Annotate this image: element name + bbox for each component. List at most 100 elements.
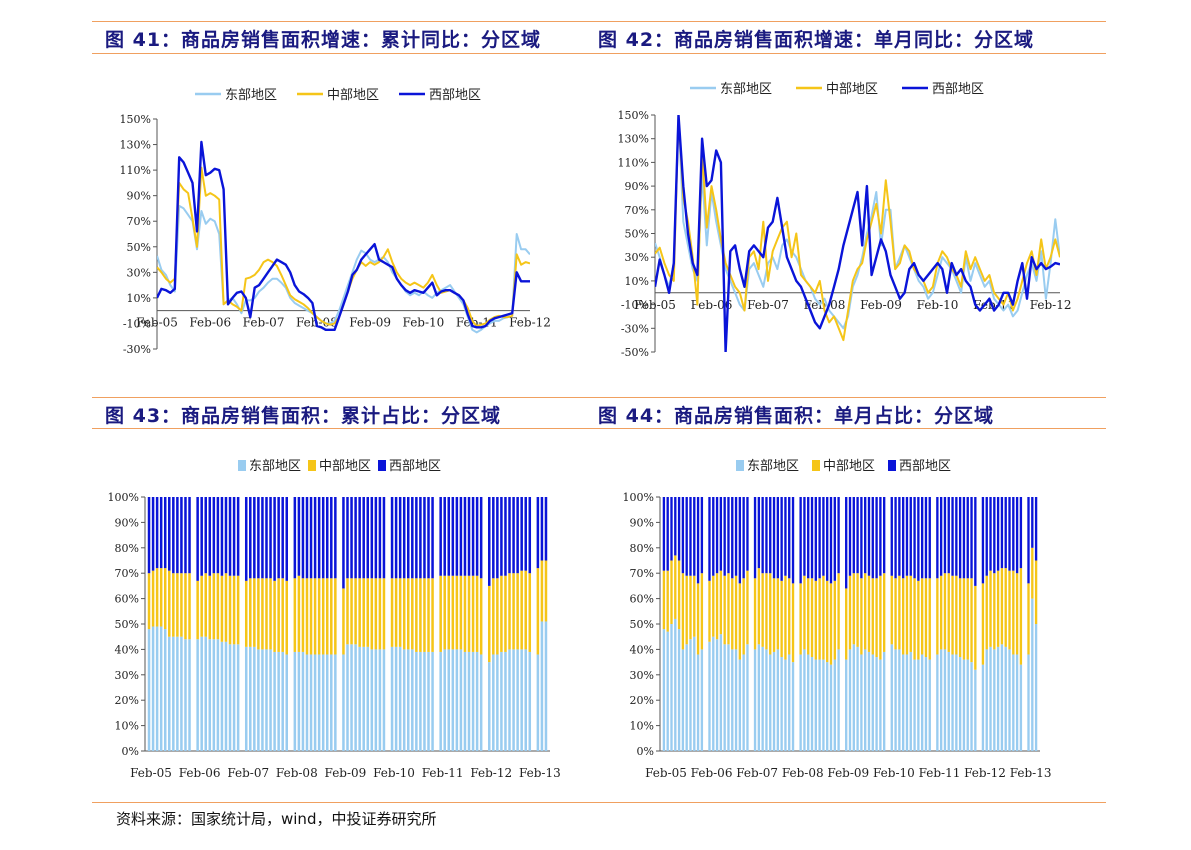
- bar-segment: [845, 497, 848, 589]
- bar-segment: [184, 573, 187, 640]
- y-tick-label: 10%: [127, 292, 151, 305]
- bar-segment: [512, 649, 515, 751]
- bar-segment: [155, 568, 159, 627]
- bar-segment: [374, 497, 378, 579]
- bar-segment: [769, 497, 772, 574]
- bar-segment: [757, 568, 761, 645]
- bar-segment: [1012, 570, 1015, 655]
- bar-segment: [776, 578, 780, 650]
- bar-segment: [677, 629, 681, 751]
- bar-segment: [402, 649, 406, 751]
- bar-segment: [317, 497, 321, 579]
- legend-swatch: [736, 460, 744, 471]
- bar-segment: [273, 651, 276, 751]
- bar-segment: [168, 570, 171, 637]
- bar-segment: [848, 575, 852, 650]
- bar-segment: [848, 497, 852, 576]
- bar-segment: [504, 651, 507, 751]
- bar-segment: [220, 641, 224, 751]
- bar-segment: [681, 573, 685, 650]
- bar-segment: [224, 497, 228, 574]
- y-tick-label: -10%: [621, 299, 649, 312]
- bar-segment: [712, 497, 715, 576]
- bar-segment: [378, 578, 382, 650]
- bar-segment: [867, 575, 871, 652]
- bar-segment: [325, 497, 329, 579]
- bar-segment: [746, 497, 749, 571]
- bar-segment: [423, 651, 426, 751]
- bar-segment: [1000, 568, 1004, 645]
- bar-segment: [492, 654, 495, 751]
- bar-segment: [524, 497, 527, 571]
- bar-segment: [155, 626, 159, 751]
- bar-segment: [981, 583, 985, 665]
- bar-segment: [799, 583, 802, 655]
- bar-segment: [1012, 497, 1015, 571]
- y-tick-label: 20%: [115, 694, 139, 707]
- bar-segment: [890, 644, 893, 751]
- bar-segment: [1004, 568, 1007, 647]
- bar-segment: [362, 578, 365, 647]
- bar-segment: [394, 646, 398, 751]
- bar-segment: [431, 497, 434, 579]
- series-line: [157, 140, 530, 332]
- bar-segment: [708, 497, 711, 581]
- bar-segment: [757, 644, 761, 751]
- bar-segment: [366, 578, 370, 647]
- bar-segment: [325, 654, 329, 751]
- bar-segment: [738, 583, 742, 660]
- bar-segment: [204, 573, 207, 637]
- legend-label: 中部地区: [826, 82, 878, 97]
- bar-segment: [1015, 497, 1019, 574]
- bar-segment: [151, 570, 155, 627]
- bar-segment: [920, 578, 924, 655]
- bar-segment: [738, 497, 742, 584]
- bar-segment: [342, 588, 345, 655]
- bar-segment: [540, 497, 544, 561]
- y-tick-label: 0%: [122, 745, 139, 758]
- bar-segment: [277, 651, 280, 751]
- y-tick-label: 30%: [625, 251, 649, 264]
- legend-label: 东部地区: [720, 82, 772, 97]
- bar-segment: [520, 497, 523, 571]
- bar-segment: [362, 497, 365, 579]
- bar-segment: [196, 580, 199, 640]
- bar-segment: [176, 497, 179, 574]
- bar-segment: [204, 497, 207, 574]
- bar-segment: [212, 573, 216, 640]
- bar-segment: [228, 575, 232, 645]
- bar-segment: [455, 497, 459, 576]
- bar-segment: [394, 578, 398, 647]
- bar-segment: [936, 578, 939, 655]
- bar-segment: [985, 497, 988, 576]
- bar-segment: [822, 659, 825, 751]
- bar-segment: [273, 497, 276, 581]
- chart-figure-42: 东部地区 中部地区 西部地区 -50% -30% -10% 10% 30% 50% 70% 90% 1…: [618, 82, 1072, 359]
- bar-segment: [236, 575, 240, 645]
- y-tick-label: 0%: [637, 745, 654, 758]
- bar-segment: [981, 664, 985, 751]
- x-tick-label: Feb-06: [179, 766, 221, 780]
- bar-segment: [216, 573, 220, 640]
- bar-segment: [826, 497, 829, 581]
- bar-segment: [708, 580, 711, 642]
- bar-segment: [334, 497, 337, 579]
- x-tick-label: Feb-12: [964, 766, 1006, 780]
- bar-segment: [871, 578, 874, 655]
- bar-segment: [738, 659, 742, 751]
- bar-segment: [829, 497, 833, 584]
- x-tick-label: Feb-12: [470, 766, 512, 780]
- bar-segment: [871, 654, 874, 751]
- bar-segment: [909, 651, 912, 751]
- legend-label: 东部地区: [249, 459, 301, 474]
- bar-segment: [524, 570, 527, 650]
- bar-segment: [293, 651, 297, 751]
- bar-segment: [463, 651, 467, 751]
- bar-segment: [253, 578, 256, 647]
- bar-segment: [196, 639, 199, 751]
- bar-segment: [966, 497, 969, 579]
- bar-segment: [415, 651, 418, 751]
- bar-segment: [180, 573, 183, 637]
- bar-segment: [833, 497, 836, 581]
- x-tick-label: Feb-10: [917, 298, 959, 312]
